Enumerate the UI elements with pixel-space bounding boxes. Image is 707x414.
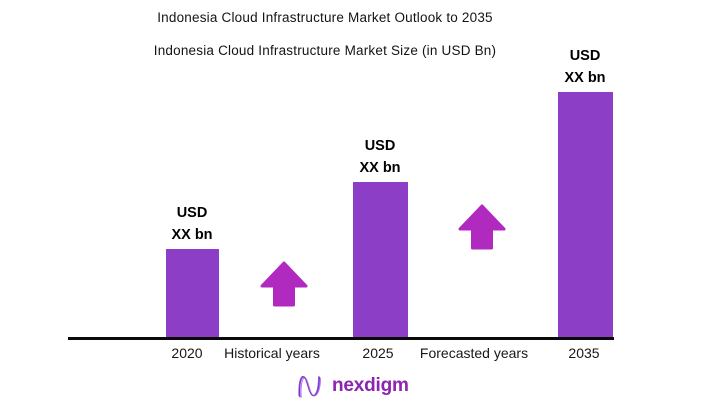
bar-value-label-2035: USD XX bn: [540, 45, 630, 89]
bar-value-label-2020: USD XX bn: [147, 202, 237, 246]
value-line-amount: XX bn: [359, 160, 401, 176]
x-axis-line: [68, 337, 614, 340]
value-line-currency: USD: [569, 48, 601, 64]
annotation-forecasted-years: Forecasted years: [419, 345, 529, 361]
nexdigm-logo-icon: [298, 375, 321, 398]
x-tick-2020: 2020: [171, 345, 203, 361]
value-line-amount: XX bn: [171, 227, 213, 243]
value-line-currency: USD: [176, 205, 208, 221]
bar-value-label-2025: USD XX bn: [335, 135, 425, 179]
value-line-amount: XX bn: [564, 70, 606, 86]
value-line-currency: USD: [364, 138, 396, 154]
arrow-up-icon: [458, 204, 506, 250]
arrow-up-icon: [260, 261, 308, 307]
brand-logo: nexdigm: [297, 371, 409, 401]
chart-subtitle: Indonesia Cloud Infrastructure Market Si…: [153, 43, 497, 58]
bar-2025: [353, 182, 408, 338]
nexdigm-logo-text: nexdigm: [332, 375, 409, 396]
x-tick-2025: 2025: [362, 345, 394, 361]
chart-title: Indonesia Cloud Infrastructure Market Ou…: [157, 10, 493, 25]
bar-2035: [558, 92, 613, 338]
annotation-historical-years: Historical years: [224, 345, 320, 361]
bar-2020: [166, 249, 219, 338]
x-tick-2035: 2035: [568, 345, 600, 361]
